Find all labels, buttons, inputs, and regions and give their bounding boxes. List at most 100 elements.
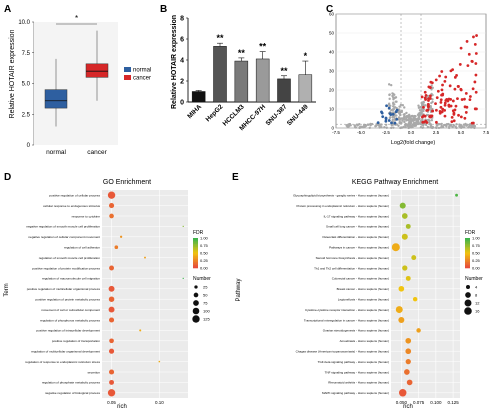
c-point-ns (448, 123, 451, 127)
c-point-down (380, 111, 384, 115)
c-point-ns (407, 126, 411, 129)
d-term-label: negative regulation of cellular componen… (28, 235, 100, 239)
c-point-up (459, 88, 463, 92)
e-dot (404, 369, 410, 375)
c-point-ns (363, 124, 367, 128)
c-point-ns (401, 119, 404, 122)
e-term-label: Th1 and Th2 cell differentiation - Homo … (314, 266, 389, 270)
b-ytick-label: 6 (180, 37, 184, 44)
a-ytick-label: 5.0 (22, 82, 31, 88)
e-xtick-label: 0.050 (396, 400, 408, 405)
d-legend-fdr-gradient (193, 238, 198, 240)
c-point-ns (417, 112, 420, 115)
panel-c-volcano: 0 10 20 30 40 50 60 -7.5 -5.0 -2.5 0.0 2.5 5.0 7.5 Lo… (329, 12, 490, 147)
b-significance: ** (216, 33, 224, 43)
e-legend-fdr-tick: 0.75 (472, 243, 481, 248)
e-title: KEGG Pathway Enrichment (352, 179, 438, 186)
a-legend-cancer: cancer (133, 76, 151, 82)
c-point-ns (387, 102, 391, 105)
b-significance: ** (280, 66, 288, 76)
c-point-up (467, 52, 471, 56)
c-point-ns (347, 125, 350, 128)
c-point-ns (390, 83, 393, 87)
c-point-up (457, 85, 460, 88)
c-point-up (453, 87, 457, 91)
c-point-ns (392, 98, 395, 101)
c-point-up (451, 99, 455, 103)
b-xtick-label: SNU-449 (286, 103, 310, 127)
c-point-ns (392, 92, 395, 96)
d-legend-number-title: Number (193, 276, 211, 282)
d-term-label: regulation of phosphate metabolic proces… (42, 381, 101, 385)
c-point-ns (397, 124, 400, 127)
e-xtick-label: 0.100 (430, 400, 442, 405)
c-xlabel: Log2(fold change) (391, 140, 436, 146)
c-point-up (441, 92, 445, 96)
e-xlabel: rich (403, 404, 413, 410)
e-term-label: TGF-beta signaling pathway - Homo sapien… (318, 360, 389, 364)
c-point-ns (392, 116, 396, 119)
c-point-down (390, 121, 393, 125)
c-point-down (393, 121, 397, 125)
d-dot (108, 296, 115, 302)
c-point-up (443, 114, 447, 118)
d-legend-fdr-gradient (193, 251, 198, 254)
d-legend-number-dot (192, 307, 200, 315)
d-xlabel: rich (117, 404, 127, 410)
d-legend-fdr-gradient (193, 244, 198, 246)
c-point-up (422, 105, 425, 109)
c-point-up (429, 115, 433, 119)
c-point-up (460, 98, 464, 101)
c-point-down (388, 112, 392, 116)
e-term-label: Glycosphingolipid biosynthesis - ganglio… (293, 194, 389, 198)
c-xtick-label: 2.5 (433, 130, 440, 135)
c-point-ns (440, 122, 443, 126)
e-legend-fdr-gradient (465, 245, 470, 248)
c-point-ns (429, 106, 432, 109)
c-point-up (455, 73, 458, 77)
c-point-up (459, 46, 463, 50)
c-point-ns (418, 108, 422, 112)
c-point-ns (421, 118, 424, 122)
d-legend-number-dot (192, 315, 200, 323)
c-point-up (435, 96, 439, 100)
c-point-ns (398, 105, 401, 108)
e-term-label: Osteoclast differentiation - Homo sapien… (322, 235, 389, 239)
e-term-label: Chagas disease (American trypanosomiasis… (296, 350, 389, 354)
d-term-label: regulation of phosphorus metabolic proce… (40, 318, 100, 322)
c-point-down (391, 112, 395, 116)
c-point-ns (398, 118, 402, 121)
c-point-ns (435, 123, 438, 126)
e-dot (391, 243, 400, 252)
d-dot (144, 256, 146, 259)
e-term-label: Legionellosis - Homo sapiens (human) (338, 298, 389, 302)
e-legend-number-label: 8 (475, 293, 478, 298)
c-point-ns (410, 114, 413, 118)
c-point-up (464, 91, 468, 95)
c-point-up (459, 115, 463, 119)
a-box-normal (44, 89, 68, 109)
c-point-up (434, 108, 438, 112)
e-legend-fdr-tick: 0.25 (472, 258, 481, 263)
c-point-up (447, 104, 451, 108)
c-point-ns (472, 124, 476, 127)
c-point-ns (407, 123, 410, 127)
c-point-ns (395, 114, 398, 117)
c-point-up (438, 109, 442, 113)
d-legend-fdr-gradient (193, 245, 198, 248)
c-point-up (427, 85, 431, 89)
c-xtick-label: -2.5 (382, 130, 390, 135)
c-point-ns (403, 106, 406, 109)
d-legend-fdr-tick: 0.25 (200, 258, 209, 263)
d-title: GO Enrichment (103, 179, 151, 186)
d-term-label: positive regulation of cellular process (49, 194, 100, 198)
d-dot (108, 203, 115, 209)
e-legend-fdr-tick: 0.00 (472, 266, 481, 271)
c-ytick-label: 50 (329, 31, 335, 36)
c-point-ns (419, 125, 423, 129)
c-point-up (470, 59, 474, 63)
c-point-ns (399, 113, 402, 117)
c-point-down (387, 119, 391, 122)
c-point-ns (416, 118, 420, 121)
panel-label-e: E (232, 172, 239, 183)
